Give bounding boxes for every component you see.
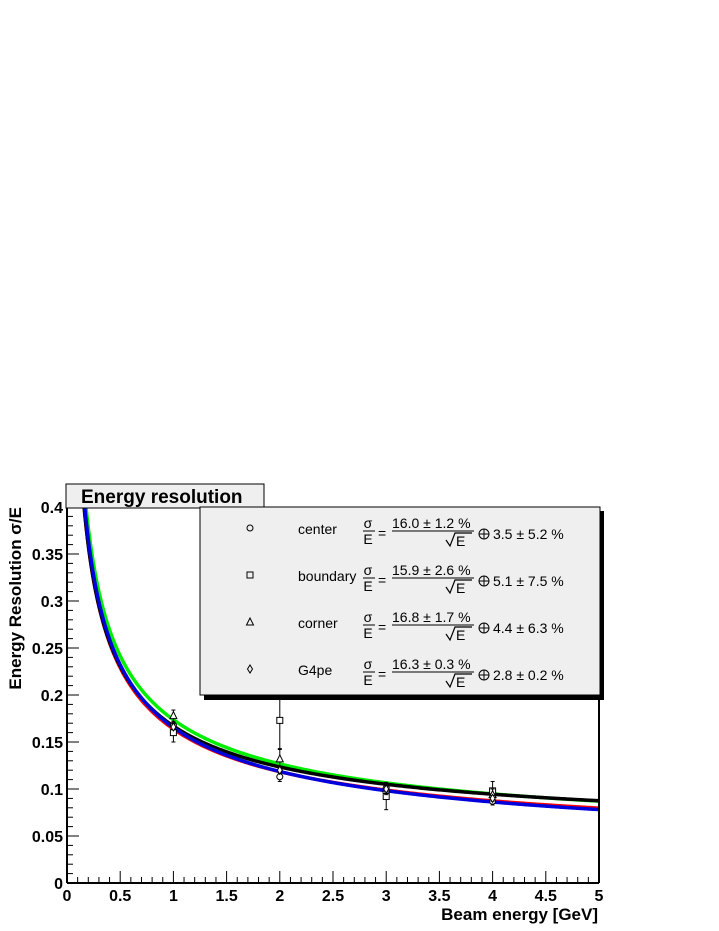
- x-tick-label: 0: [63, 888, 72, 905]
- legend-energy: E: [363, 625, 372, 641]
- sqrt-icon: [445, 532, 472, 548]
- marker-diamond: [383, 784, 390, 794]
- legend-stochastic-term: 15.9 ± 2.6 %: [392, 562, 471, 578]
- marker-diamond: [246, 664, 254, 674]
- legend-sigma: σ: [364, 515, 373, 531]
- legend-constant-term: 2.8 ± 0.2 %: [493, 667, 564, 683]
- y-tick-label: 0.1: [41, 782, 63, 799]
- x-tick-label: 0.5: [109, 888, 131, 905]
- legend-constant-term: 5.1 ± 7.5 %: [493, 573, 564, 589]
- legend-equals: =: [378, 619, 386, 635]
- legend-constant-term: 4.4 ± 6.3 %: [493, 620, 564, 636]
- legend-sqrt-energy: E: [456, 674, 465, 690]
- legend-sigma: σ: [364, 609, 373, 625]
- legend-entry: center σE =16.0 ± 1.2 %E 3.5 ± 5.2 %: [246, 515, 564, 549]
- marker-diamond: [170, 722, 177, 732]
- legend: center σE =16.0 ± 1.2 %E 3.5 ± 5.2 %boundar…: [199, 506, 604, 700]
- x-tick-label: 5: [595, 888, 604, 905]
- legend-series-name: corner: [298, 615, 338, 631]
- fit-curves: [82, 507, 599, 812]
- legend-equals: =: [378, 525, 386, 541]
- x-tick-label: 4: [488, 888, 497, 905]
- legend-energy: E: [363, 531, 372, 547]
- legend-stochastic-term: 16.3 ± 0.3 %: [392, 656, 471, 672]
- legend-sqrt-energy: E: [456, 627, 465, 643]
- x-tick-label: 1.5: [215, 888, 237, 905]
- fit-curve: [83, 507, 599, 812]
- y-tick-label: 0.2: [41, 688, 63, 705]
- y-tick-label: 0.15: [32, 735, 63, 752]
- marker-diamond: [276, 765, 283, 776]
- legend-constant-term: 3.5 ± 5.2 %: [493, 526, 564, 542]
- y-tick-label: 0.35: [32, 547, 63, 564]
- legend-sigma: σ: [364, 656, 373, 672]
- y-axis-title: Energy Resolution σ/E: [6, 507, 25, 690]
- marker-square: [276, 716, 284, 724]
- chart-title-box: Energy resolution: [65, 483, 265, 509]
- x-tick-label: 3: [382, 888, 391, 905]
- data-points: [169, 691, 497, 811]
- y-axis: 0 0.05 0.1 0.15 0.2 0.25 0.3 0.35 0.4: [32, 500, 79, 893]
- x-axis: 0 0.5 1 1.5 2 2.5 3 3.5 4 4.5 5: [63, 871, 604, 905]
- x-tick-label: 3.5: [428, 888, 450, 905]
- chart-title: Energy resolution: [81, 487, 243, 508]
- legend-sigma: σ: [364, 562, 373, 578]
- x-tick-label: 2: [275, 888, 284, 905]
- legend-series-name: center: [298, 521, 337, 537]
- y-tick-label: 0.3: [41, 594, 63, 611]
- legend-entry: G4pe σE =16.3 ± 0.3 %E 2.8 ± 0.2 %: [246, 656, 564, 690]
- legend-sqrt-energy: E: [456, 533, 465, 549]
- y-tick-label: 0.05: [32, 829, 63, 846]
- y-tick-label: 0.4: [41, 500, 63, 517]
- x-tick-label: 1: [169, 888, 178, 905]
- sqrt-icon: [445, 579, 472, 595]
- legend-equals: =: [378, 572, 386, 588]
- legend-stochastic-term: 16.8 ± 1.7 %: [392, 609, 471, 625]
- y-tick-label: 0.25: [32, 641, 63, 658]
- legend-entry: corner σE =16.8 ± 1.7 %E 4.4 ± 6.3 %: [245, 609, 564, 643]
- marker-circle: [246, 524, 254, 532]
- legend-stochastic-term: 16.0 ± 1.2 %: [392, 515, 471, 531]
- marker-triangle: [275, 753, 285, 763]
- legend-energy: E: [363, 578, 372, 594]
- legend-energy: E: [363, 672, 372, 688]
- marker-square: [246, 571, 254, 579]
- marker-diamond: [489, 793, 496, 804]
- legend-series-name: boundary: [298, 568, 356, 584]
- x-axis-title: Beam energy [GeV]: [441, 905, 598, 924]
- marker-triangle: [245, 616, 255, 626]
- sqrt-icon: [445, 626, 472, 642]
- y-tick-label: 0: [54, 876, 63, 893]
- x-tick-label: 4.5: [535, 888, 557, 905]
- x-tick-label: 2.5: [322, 888, 344, 905]
- marker-triangle: [169, 710, 178, 720]
- legend-sqrt-energy: E: [456, 580, 465, 596]
- legend-equals: =: [378, 666, 386, 682]
- legend-entry: boundary σE =15.9 ± 2.6 %E 5.1 ± 7.5 %: [246, 562, 564, 596]
- legend-series-name: G4pe: [298, 662, 332, 678]
- sqrt-icon: [445, 673, 472, 689]
